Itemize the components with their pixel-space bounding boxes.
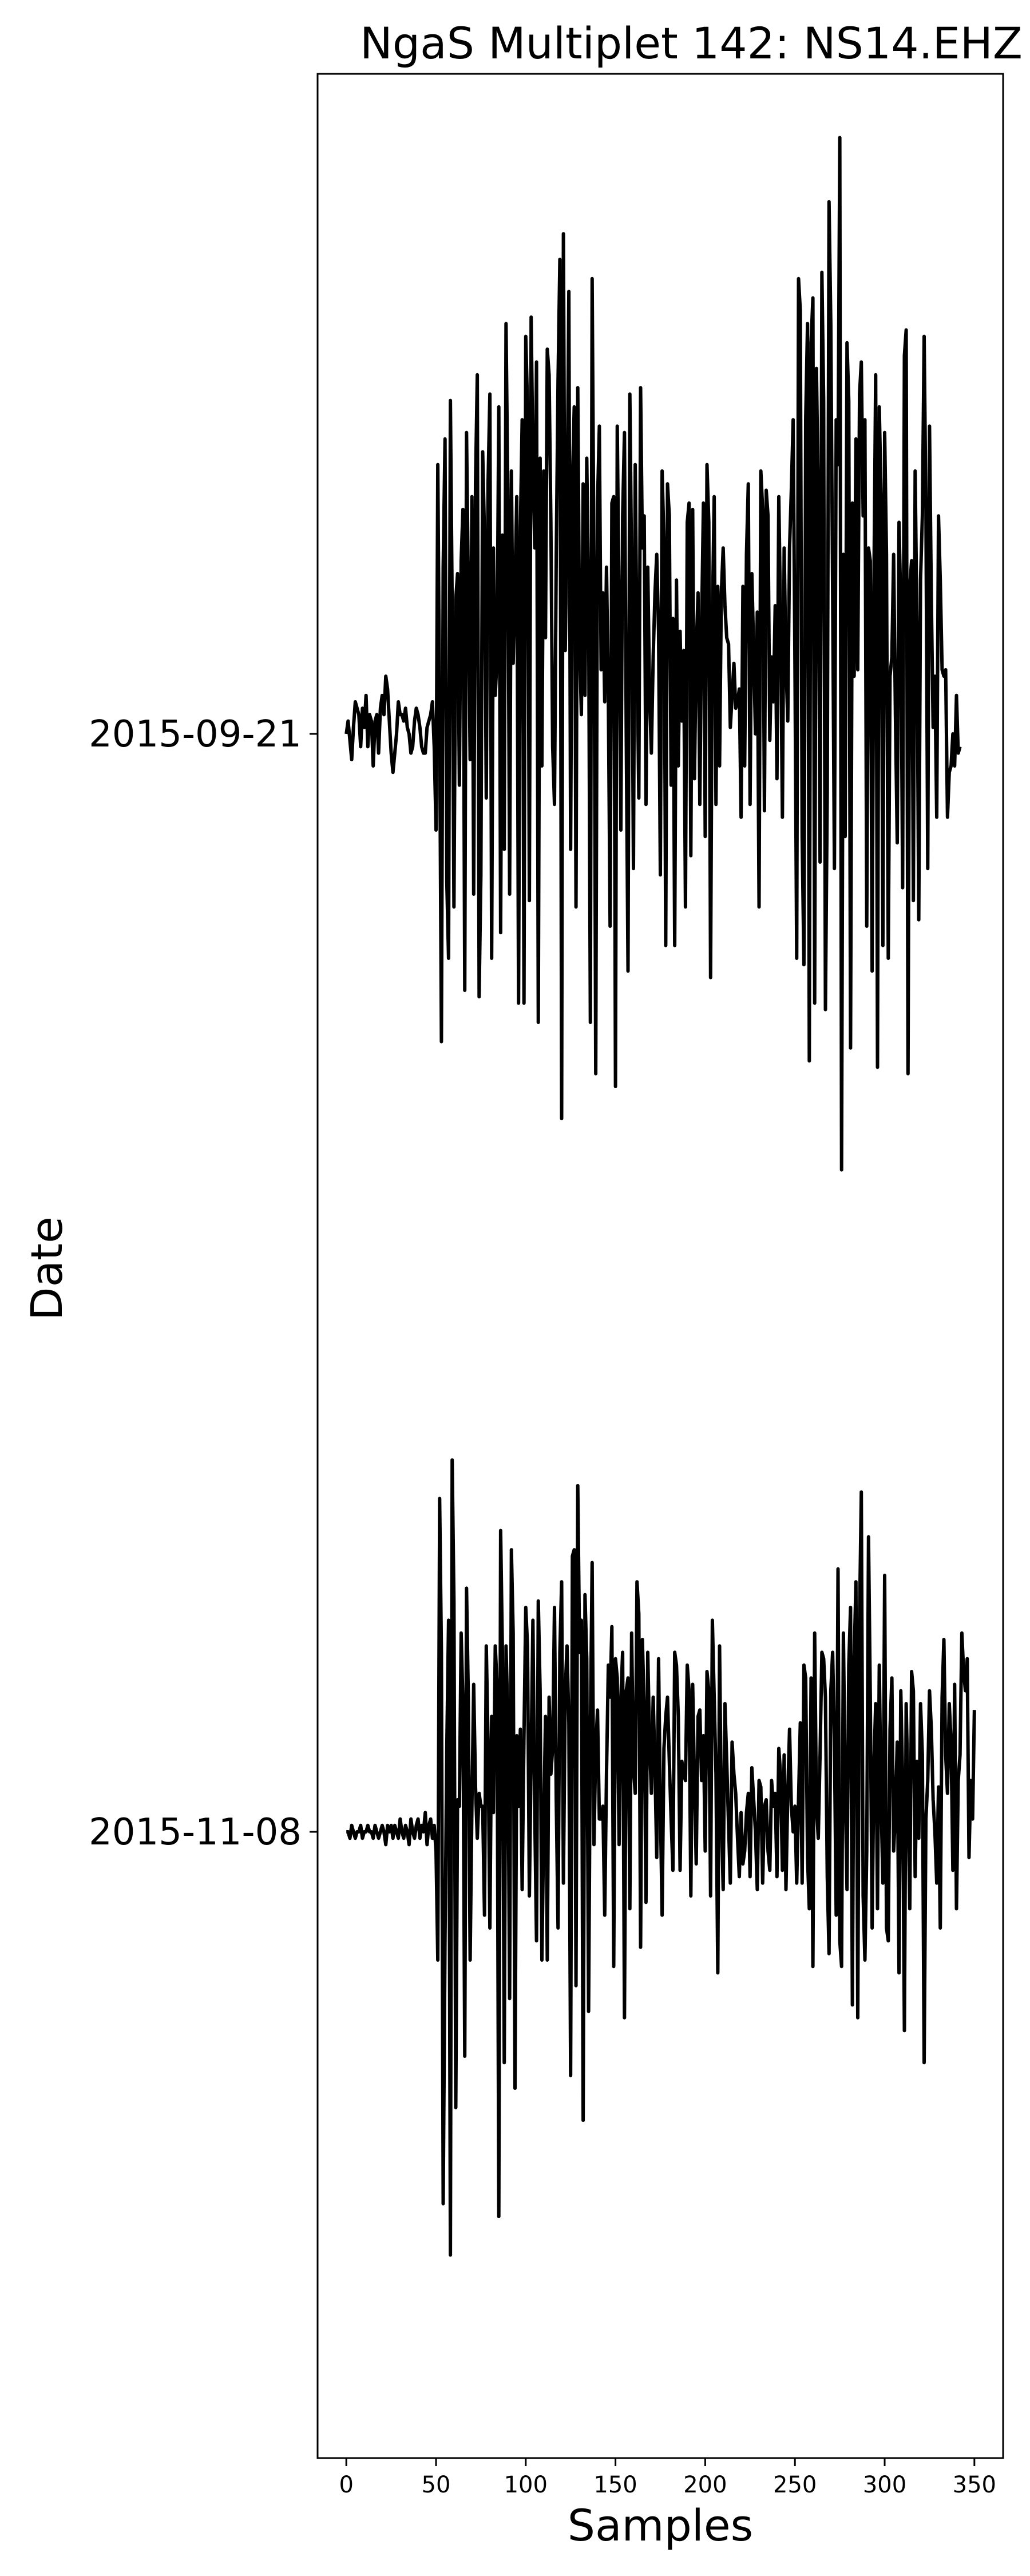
x-tick-label: 50 (422, 2472, 451, 2498)
x-axis-ticks: 0 50 100 150 200 250 300 350 (339, 2458, 996, 2498)
waveform-2015-09-21 (344, 136, 962, 1172)
x-tick-label: 0 (339, 2472, 353, 2498)
x-tick-label: 350 (953, 2472, 996, 2498)
y-axis-label: Date (21, 1216, 72, 1321)
x-tick-label: 250 (773, 2472, 817, 2498)
plot-frame (316, 73, 1004, 2459)
y-tick-label: 2015-09-21 (89, 713, 302, 756)
chart-title: NgaS Multiplet 142: NS14.EHZ (360, 18, 1023, 69)
waveform-2015-11-08 (346, 1458, 976, 2257)
x-axis-label: Samples (568, 2500, 754, 2551)
x-tick-label: 200 (683, 2472, 727, 2498)
x-tick-label: 300 (863, 2472, 906, 2498)
y-tick-label: 2015-11-08 (89, 1811, 302, 1854)
waveform-traces (344, 136, 976, 2257)
x-tick-label: 150 (593, 2472, 637, 2498)
x-tick-label: 100 (504, 2472, 548, 2498)
y-axis-ticks: 2015-09-21 2015-11-08 (89, 713, 318, 1854)
